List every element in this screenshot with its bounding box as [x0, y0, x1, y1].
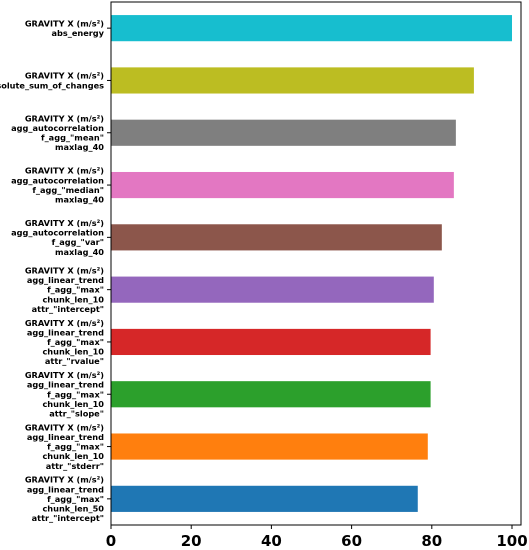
bar-3 [111, 171, 454, 199]
bar-9 [111, 485, 418, 512]
category-label-3: GRAVITY X (m/s²) agg_autocorrelation f_agg… [11, 166, 104, 205]
bar-1 [111, 67, 474, 94]
category-label-line: agg_autocorrelation [11, 228, 104, 238]
category-label-line: chunk_len_10 [42, 451, 104, 461]
category-label-line: chunk_len_50 [42, 503, 104, 513]
category-label-2: GRAVITY X (m/s²) agg_autocorrelation f_agg… [11, 113, 104, 152]
category-label-line: maxlag_40 [55, 142, 104, 152]
category-label-9: GRAVITY X (m/s²) agg_linear_trend f_agg_"m… [25, 475, 104, 523]
category-label-7: GRAVITY X (m/s²) agg_linear_trend f_agg_"m… [25, 370, 104, 418]
category-label-8: GRAVITY X (m/s²) agg_linear_trend f_agg_"m… [25, 422, 104, 470]
category-label-line: abs_energy [51, 28, 104, 38]
category-label-0: GRAVITY X (m/s²) abs_energy [25, 18, 105, 38]
x-tick-label-5: 100 [496, 532, 527, 550]
bar-2 [111, 119, 456, 146]
category-label-4: GRAVITY X (m/s²) agg_autocorrelation f_agg… [11, 218, 104, 257]
category-label-line: agg_autocorrelation [11, 175, 104, 185]
bar-8 [111, 433, 428, 460]
category-label-line: agg_linear_trend [27, 380, 104, 390]
category-label-line: f_agg_"var" [52, 237, 104, 247]
category-label-line: GRAVITY X (m/s²) [25, 113, 104, 123]
category-label-line: f_agg_"mean" [41, 133, 104, 143]
category-label-line: maxlag_40 [55, 194, 104, 204]
category-label-line: agg_linear_trend [27, 432, 104, 442]
x-ticks-group: 0 20 40 60 80 100 [106, 525, 528, 550]
x-tick-label-4: 80 [421, 532, 442, 550]
category-label-line: GRAVITY X (m/s²) [25, 422, 104, 432]
category-label-line: chunk_len_10 [42, 294, 104, 304]
category-label-line: f_agg_"max" [47, 494, 104, 504]
category-label-line: GRAVITY X (m/s²) [25, 265, 104, 275]
category-label-line: chunk_len_10 [42, 399, 104, 409]
x-tick-label-1: 20 [181, 532, 202, 550]
category-label-1: GRAVITY X (m/s²)absolute_sum_of_changes [0, 71, 104, 91]
x-tick-label-2: 40 [261, 532, 282, 550]
category-label-line: GRAVITY X (m/s²) [25, 218, 104, 228]
category-label-line: f_agg_"max" [47, 285, 104, 295]
category-label-line: agg_autocorrelation [11, 123, 104, 133]
category-label-line: agg_linear_trend [27, 275, 104, 285]
category-label-line: f_agg_"max" [47, 442, 104, 452]
x-tick-label-3: 60 [341, 532, 362, 550]
category-label-line: f_agg_"max" [47, 389, 104, 399]
bar-0 [111, 15, 512, 42]
category-label-line: GRAVITY X (m/s²) [25, 370, 104, 380]
category-label-line: chunk_len_10 [42, 347, 104, 357]
category-label-line: attr_"rvalue" [45, 356, 104, 366]
bar-6 [111, 328, 431, 356]
category-label-line: attr_"intercept" [32, 304, 104, 314]
category-label-6: GRAVITY X (m/s²) agg_linear_trend f_agg_"m… [25, 318, 104, 366]
category-label-line: agg_linear_trend [27, 484, 104, 494]
bars-group [111, 15, 512, 512]
x-tick-label-0: 0 [106, 532, 116, 550]
category-label-5: GRAVITY X (m/s²) agg_linear_trend f_agg_"m… [25, 265, 104, 313]
category-label-line: f_agg_"median" [32, 185, 104, 195]
category-label-line: absolute_sum_of_changes [0, 80, 104, 90]
category-label-line: GRAVITY X (m/s²) [25, 18, 104, 28]
plot-frame [110, 1, 522, 526]
category-label-line: GRAVITY X (m/s²) [25, 475, 104, 485]
category-label-line: agg_linear_trend [27, 327, 104, 337]
category-label-line: attr_"intercept" [32, 513, 104, 523]
category-label-line: GRAVITY X (m/s²) [25, 318, 104, 328]
category-label-line: GRAVITY X (m/s²) [25, 166, 104, 176]
category-label-line: maxlag_40 [55, 247, 104, 257]
category-label-line: attr_"stderr" [46, 461, 104, 471]
bar-5 [111, 276, 434, 303]
category-label-line: f_agg_"max" [47, 337, 104, 347]
category-label-line: GRAVITY X (m/s²) [25, 71, 104, 81]
bar-4 [111, 224, 442, 251]
category-label-line: attr_"slope" [49, 408, 104, 418]
bar-7 [111, 381, 431, 408]
